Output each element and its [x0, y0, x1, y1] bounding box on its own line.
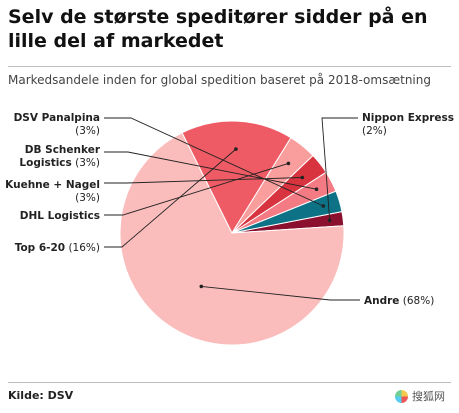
slice-label-dsv-panalpina-line-2: (3%) — [75, 125, 100, 137]
pie-slice-andre — [119, 132, 345, 346]
source-note: Kilde: DSV — [8, 389, 74, 402]
slice-labels: Nippon Express(2%) Andre (68%) Top 6-20 (1… — [5, 112, 454, 307]
slice-label-andre: Andre (68%) — [364, 295, 434, 307]
slice-label-dhl-logistics: DHL Logistics — [20, 210, 100, 222]
leader-line-kuehne-nagel — [104, 177, 303, 184]
chart-subtitle: Markedsandele inden for global spedition… — [8, 73, 431, 87]
slice-label-kuehne-nagel-line-2: (3%) — [75, 192, 100, 204]
leader-line-top-6-20 — [104, 148, 237, 248]
footer-divider — [8, 382, 451, 383]
slice-label-dsv-panalpina-line-1: DSV Panalpina — [14, 112, 100, 124]
leader-line-dhl-logistics — [104, 162, 289, 216]
leader-dot-db-schenker-logistics — [314, 187, 319, 191]
slice-label-db-schenker-logistics-line-1: DB Schenker — [25, 144, 101, 156]
slice-label-db-schenker-logistics-line-2: Logistics (3%) — [19, 157, 100, 169]
slice-label-top-6-20: Top 6-20 (16%) — [15, 242, 100, 254]
leader-line-nippon-express — [321, 117, 358, 221]
leader-line-dsv-panalpina — [104, 117, 324, 207]
slice-label-nippon-express-line-1: Nippon Express — [362, 112, 454, 124]
pie-slice-top-6-20 — [181, 120, 292, 235]
leader-dot-nippon-express — [327, 218, 332, 223]
title-divider — [8, 66, 451, 67]
pie-slices — [119, 120, 345, 346]
leader-line-andre — [201, 285, 360, 301]
watermark-logo-icon — [395, 389, 408, 403]
leader-dot-kuehne-nagel — [300, 175, 305, 180]
slice-label-nippon-express-line-2: (2%) — [362, 125, 387, 137]
leader-dot-dhl-logistics — [286, 161, 291, 166]
watermark-text: 搜狐网 — [412, 390, 445, 403]
slice-label-kuehne-nagel-line-1: Kuehne + Nagel — [5, 179, 100, 191]
watermark: 搜狐网 — [395, 388, 445, 404]
leader-dot-andre — [199, 284, 204, 289]
leader-line-db-schenker-logistics — [104, 151, 317, 190]
leader-dot-top-6-20 — [234, 147, 238, 151]
leader-dot-dsv-panalpina — [321, 204, 326, 208]
chart-title: Selv de største speditører sidder på en … — [8, 6, 428, 52]
